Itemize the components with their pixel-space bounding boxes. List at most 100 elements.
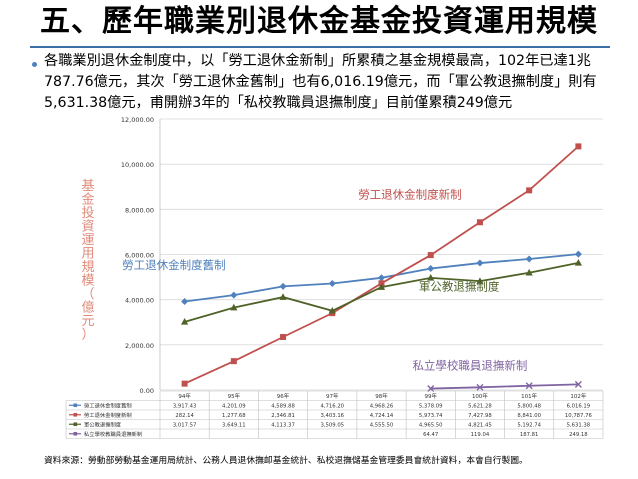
x-tick-label: 100年 bbox=[472, 392, 488, 400]
data-label: 5,800.48 bbox=[517, 403, 541, 409]
legend-label: 軍公教退撫制度 bbox=[84, 420, 122, 428]
series-annotation: 私立學校職員退撫新制 bbox=[412, 358, 527, 372]
data-label: 64.47 bbox=[423, 432, 438, 438]
y-axis-title: 基金投資運用規模（億元） bbox=[81, 179, 94, 343]
data-point bbox=[574, 380, 582, 388]
legend-label: 勞工退休金制度新制 bbox=[84, 411, 132, 419]
data-label: 5,631.38 bbox=[567, 422, 591, 428]
series-line-1 bbox=[184, 145, 579, 385]
data-point bbox=[574, 259, 582, 266]
data-point bbox=[230, 358, 237, 365]
data-point bbox=[377, 283, 386, 290]
legend-label: 勞工退休金制度舊制 bbox=[84, 401, 132, 409]
data-label: 4,201.09 bbox=[222, 403, 246, 409]
series-line-2 bbox=[184, 261, 579, 323]
legend-marker bbox=[73, 422, 78, 427]
data-point bbox=[378, 280, 385, 287]
data-point bbox=[181, 298, 189, 306]
data-point bbox=[575, 143, 582, 150]
data-point bbox=[181, 318, 189, 325]
legend-label: 私立學校教職員退撫新制 bbox=[84, 430, 142, 438]
series-layer bbox=[181, 143, 582, 393]
data-label: 6,016.19 bbox=[567, 403, 591, 409]
data-point bbox=[230, 303, 238, 311]
y-tick-label: 2,000.00 bbox=[125, 342, 154, 350]
x-tick-label: 94年 bbox=[178, 392, 191, 400]
data-label: 8,841.00 bbox=[517, 413, 541, 419]
y-tick-label: 6,000.00 bbox=[125, 252, 154, 260]
data-label: 4,113.37 bbox=[271, 422, 295, 428]
y-tick-label: 8,000.00 bbox=[125, 206, 154, 214]
data-point bbox=[526, 187, 533, 194]
data-label: 3,017.57 bbox=[173, 422, 197, 428]
x-tick-label: 99年 bbox=[424, 392, 437, 400]
data-point bbox=[525, 382, 533, 390]
x-tick-label: 97年 bbox=[326, 392, 339, 400]
data-label: 249.18 bbox=[569, 432, 588, 438]
data-point bbox=[574, 250, 582, 258]
data-point bbox=[328, 306, 336, 314]
data-point bbox=[476, 259, 484, 267]
data-label: 4,555.50 bbox=[370, 422, 394, 428]
data-label: 1,277.68 bbox=[222, 413, 246, 419]
source-note: 資料來源：勞動部勞動基金運用局統計、公務人員退休撫卹基金統計、私校退撫儲基金管理… bbox=[44, 456, 528, 466]
data-label: 4,716.20 bbox=[320, 403, 344, 409]
data-point bbox=[230, 291, 238, 299]
legend-marker bbox=[73, 403, 78, 408]
data-label: 187.81 bbox=[520, 432, 539, 438]
grid-layer bbox=[160, 118, 603, 391]
data-label: 2,346.81 bbox=[271, 413, 295, 419]
x-tick-label: 95年 bbox=[228, 392, 241, 400]
series-line-3 bbox=[430, 383, 579, 390]
legend-marker bbox=[73, 431, 78, 436]
data-label: 119.04 bbox=[471, 432, 490, 438]
data-point bbox=[427, 252, 434, 259]
data-point bbox=[476, 219, 483, 226]
x-tick-label: 96年 bbox=[277, 392, 290, 400]
bullet-icon bbox=[32, 62, 37, 67]
data-label: 3,649.11 bbox=[222, 422, 246, 428]
data-label: 4,821.45 bbox=[468, 422, 492, 428]
data-label: 4,724.14 bbox=[370, 413, 394, 419]
data-point bbox=[181, 380, 188, 387]
data-label: 5,192.74 bbox=[517, 422, 541, 428]
title-divider bbox=[30, 46, 610, 48]
x-tick-label: 102年 bbox=[570, 392, 586, 400]
data-point bbox=[427, 385, 435, 393]
data-point bbox=[279, 282, 287, 290]
data-label: 4,965.50 bbox=[419, 422, 443, 428]
data-point bbox=[427, 265, 435, 273]
data-point bbox=[279, 293, 287, 300]
data-label: 282.14 bbox=[175, 413, 194, 419]
data-label: 4,589.88 bbox=[271, 403, 295, 409]
data-point bbox=[476, 383, 484, 391]
axis-layer: 0.00 2,000.00 4,000.00 6,000.00 8,000.00 10,0… bbox=[121, 116, 161, 395]
data-label: 5,378.09 bbox=[419, 403, 443, 409]
x-tick-label: 101年 bbox=[521, 392, 537, 400]
series-annotation: 軍公教退撫制度 bbox=[419, 280, 500, 294]
series-annotation: 勞工退休金制度舊制 bbox=[122, 258, 226, 272]
data-label: 4,968.26 bbox=[370, 403, 394, 409]
data-point bbox=[378, 274, 385, 282]
data-point bbox=[328, 279, 336, 287]
legend-marker bbox=[73, 412, 78, 417]
y-tick-label: 12,000.00 bbox=[121, 116, 154, 124]
series-annotation: 勞工退休金制度新制 bbox=[358, 187, 462, 201]
x-tick-label: 98年 bbox=[375, 392, 388, 400]
data-point bbox=[427, 274, 435, 281]
data-point bbox=[525, 255, 533, 263]
data-label: 3,403.16 bbox=[320, 413, 344, 419]
y-tick-label: 4,000.00 bbox=[125, 297, 154, 305]
data-label: 5,621.28 bbox=[468, 403, 492, 409]
page-title: 五、歷年職業別退休金基金投資運用規模 bbox=[40, 4, 598, 39]
y-tick-label: 10,000.00 bbox=[121, 161, 154, 169]
summary-paragraph: 各職業別退休金制度中，以「勞工退休金新制」所累積之基金規模最高，102年已達1兆… bbox=[44, 53, 597, 111]
data-label: 10,787.76 bbox=[565, 413, 593, 419]
data-point bbox=[280, 334, 287, 341]
data-label: 3,917.43 bbox=[173, 403, 197, 409]
data-point bbox=[476, 277, 484, 284]
data-label: 7,427.98 bbox=[468, 413, 492, 419]
